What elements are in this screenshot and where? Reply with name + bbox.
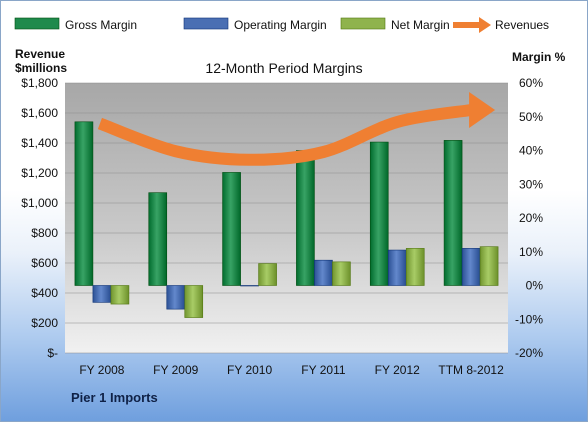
right-tick-label: 0% [526, 279, 544, 293]
right-tick-label: 20% [519, 211, 543, 225]
legend-label: Revenues [495, 18, 549, 32]
bar-gross-margin [443, 140, 463, 286]
legend-label: Gross Margin [65, 18, 137, 32]
right-tick-label: 60% [519, 76, 543, 90]
bar-operating-margin [314, 259, 333, 286]
right-axis-ticks: -20% -10% 0% 10% 20% 30% 40% 50% 60% [515, 76, 543, 360]
legend: Gross Margin Operating Margin Net Margin Re… [14, 17, 549, 33]
bar-operating-margin [461, 248, 481, 286]
legend-swatch [340, 17, 386, 30]
x-tick-label: TTM 8-2012 [438, 363, 504, 377]
left-tick-label: $400 [31, 286, 58, 300]
bar-net-margin [405, 248, 425, 286]
left-tick-label: $1,400 [21, 136, 58, 150]
x-tick-label: FY 2008 [79, 363, 124, 377]
bar-gross-margin [148, 192, 168, 286]
right-tick-label: 40% [519, 144, 543, 158]
legend-swatch [183, 17, 229, 30]
bar-operating-margin [240, 285, 259, 287]
legend-swatch [479, 17, 491, 33]
left-tick-label: $1,600 [21, 106, 58, 120]
x-tick-label: FY 2012 [375, 363, 420, 377]
left-tick-label: $1,200 [21, 166, 58, 180]
left-tick-label: $200 [31, 316, 58, 330]
left-tick-label: $1,800 [21, 76, 58, 90]
x-tick-label: FY 2011 [301, 363, 346, 377]
legend-swatch [14, 17, 60, 30]
x-axis-ticks: FY 2008 FY 2009 FY 2010 FY 2011 FY 2012 TTM 8… [79, 363, 504, 377]
right-tick-label: -10% [515, 312, 543, 326]
right-tick-label: -20% [515, 346, 543, 360]
left-tick-label: $- [47, 346, 58, 360]
legend-label: Operating Margin [234, 18, 327, 32]
bar-gross-margin [296, 150, 315, 286]
gridlines [65, 82, 508, 354]
x-tick-label: FY 2010 [227, 363, 272, 377]
bar-gross-margin [222, 172, 241, 286]
bar-gross-margin [74, 121, 94, 286]
right-tick-label: 50% [519, 110, 543, 124]
revenue-arrow [97, 92, 496, 166]
bar-net-margin [184, 285, 204, 318]
bar-net-margin [110, 285, 130, 305]
left-tick-label: $1,000 [21, 196, 58, 210]
left-axis-label-line2: $millions [15, 61, 67, 75]
right-axis-label: Margin % [512, 50, 566, 64]
plot-fill [65, 83, 508, 353]
legend-label: Net Margin [391, 18, 450, 32]
bar-gross-margin [369, 141, 389, 286]
bar-net-margin [258, 263, 277, 286]
right-tick-label: 30% [519, 177, 543, 191]
revenue-line [97, 104, 473, 166]
chart-title: 12-Month Period Margins [205, 60, 362, 76]
bar-operating-margin [92, 285, 112, 303]
bar-series [74, 121, 499, 318]
bar-net-margin [479, 246, 499, 286]
left-tick-label: $600 [31, 256, 58, 270]
left-axis-ticks: $- $200 $400 $600 $800 $1,000 $1,200 $1,400 $1,6… [21, 76, 58, 360]
x-tick-label: FY 2009 [153, 363, 198, 377]
plot-background [65, 83, 508, 353]
company-label: Pier 1 Imports [71, 390, 158, 405]
bar-operating-margin [166, 285, 186, 310]
bar-operating-margin [387, 249, 407, 286]
left-tick-label: $800 [31, 226, 58, 240]
revenue-arrowhead [469, 92, 496, 128]
left-axis-label-line1: Revenue [15, 47, 65, 61]
bar-net-margin [332, 261, 351, 286]
right-tick-label: 10% [519, 245, 543, 259]
